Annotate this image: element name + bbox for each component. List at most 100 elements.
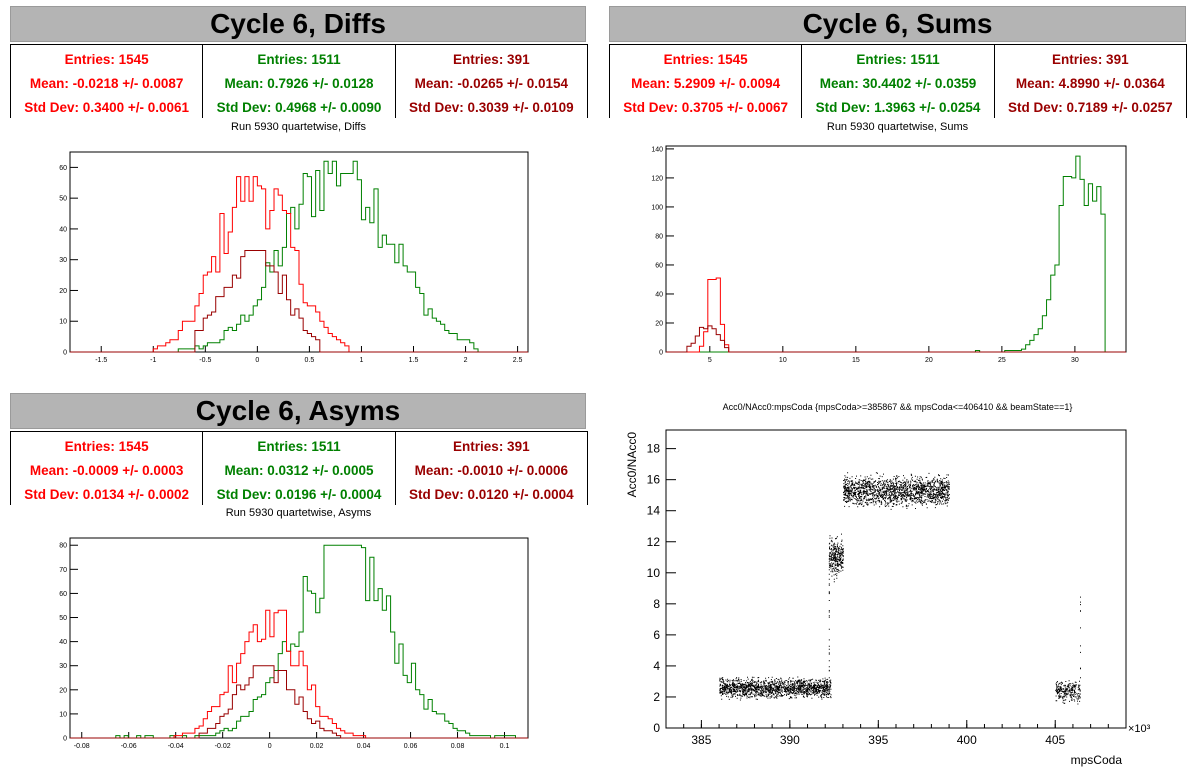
stat-mean: Mean: 4.8990 +/- 0.0364 [1015,76,1165,91]
y-tick-label: 60 [59,165,67,172]
y-tick-label: 0 [63,736,67,743]
histogram-series-0 [70,544,528,739]
x-tick-label: -0.08 [74,743,90,750]
asyms-histogram: -0.08 -0.06 -0.04 -0.02 0 0.02 0.04 0.06 0.08 0.1… [59,537,529,750]
stat-entries: Entries: 391 [453,52,530,67]
scatter-cluster-0 [719,676,832,701]
y-tick-label: 80 [59,543,67,550]
stat-std: Std Dev: 0.3705 +/- 0.0067 [623,100,789,115]
x-tick-label: 395 [868,733,888,747]
x-tick-label: 0 [255,357,259,364]
stat-entries: Entries: 1511 [257,52,341,67]
scatter-title: Acc0/NAcc0:mpsCoda {mpsCoda>=385867 && m… [722,402,1073,412]
y-tick-label: 10 [59,319,67,326]
y-tick-label: 50 [59,615,67,622]
diffs-title: Cycle 6, Diffs [10,6,586,42]
plot-frame [665,429,1127,729]
stat-entries: Entries: 391 [453,439,530,454]
x-tick-label: 25 [998,357,1006,364]
asyms-stats: Entries: 1545 Mean: -0.0009 +/- 0.0003 S… [10,431,588,505]
x-tick-label: 0.5 [305,357,315,364]
x-tick-label: 15 [852,357,860,364]
y-tick-label: 30 [59,663,67,670]
stat-mean: Mean: 0.7926 +/- 0.0128 [224,76,374,91]
stat-std: Std Dev: 0.0120 +/- 0.0004 [408,487,574,502]
y-tick-label: 10 [647,566,661,580]
y-tick-label: 40 [59,639,67,646]
histogram-series-2 [70,665,528,739]
x-tick-label: 20 [925,357,933,364]
scatter-outliers [828,558,1081,679]
sums-histogram: 5 10 15 20 25 30 0 20 40 60 80 100 120 140 [651,145,1127,364]
x-tick-label: 400 [957,733,977,747]
stat-mean: Mean: 5.2909 +/- 0.0094 [631,76,781,91]
x-tick-label: 10 [779,357,787,364]
x-tick-label: 0 [268,743,272,750]
x-tick-label: 0.02 [310,743,324,750]
y-tick-label: 20 [59,288,67,295]
y-tick-label: 80 [655,233,663,240]
y-tick-label: 10 [59,711,67,718]
y-tick-label: 20 [59,687,67,694]
stat-std: Std Dev: 0.0196 +/- 0.0004 [216,487,382,502]
scatter-cluster-3 [1055,680,1081,705]
asyms-title: Cycle 6, Asyms [10,393,586,429]
histogram-series-1 [666,277,1126,353]
x-exponent: ×10³ [1128,723,1151,735]
x-tick-label: 1 [360,357,364,364]
histogram-series-2 [666,325,1126,353]
y-tick-label: 0 [659,350,663,357]
stat-entries: Entries: 1545 [64,439,149,454]
x-tick-label: 385 [691,733,711,747]
scatter-cluster-1 [828,533,844,583]
stat-mean: Mean: 0.0312 +/- 0.0005 [224,463,374,478]
x-tick-label: 30 [1071,357,1079,364]
y-axis-label: Acc0/NAcc0 [625,432,639,498]
x-tick-label: 2.5 [513,357,523,364]
x-tick-label: 5 [708,357,712,364]
x-tick-label: 0.06 [404,743,418,750]
y-tick-label: 50 [59,196,67,203]
x-tick-label: -0.02 [215,743,231,750]
stat-mean: Mean: -0.0010 +/- 0.0006 [414,463,569,478]
stat-std: Std Dev: 1.3963 +/- 0.0254 [815,100,981,115]
diffs-histogram: -1.5 -1 -0.5 0 0.5 1 1.5 2 2.5 0 10 20 30 40 50 60 [59,151,529,364]
histogram-series-0 [70,160,528,353]
y-tick-label: 20 [655,320,663,327]
stat-mean: Mean: 30.4402 +/- 0.0359 [819,76,977,91]
y-tick-label: 0 [63,350,67,357]
y-tick-label: 18 [647,442,661,456]
x-tick-label: 0.08 [451,743,465,750]
asyms-stats-darkred: Entries: 391 Mean: -0.0010 +/- 0.0006 St… [394,431,588,505]
stat-entries: Entries: 391 [1052,52,1129,67]
stat-entries: Entries: 1545 [663,52,748,67]
x-tick-label: 0.1 [500,743,510,750]
y-tick-label: 40 [655,291,663,298]
sums-title: Cycle 6, Sums [609,6,1186,42]
y-tick-label: 2 [653,690,660,704]
sums-stats-green: Entries: 1511 Mean: 30.4402 +/- 0.0359 S… [801,44,995,118]
sums-stats-red: Entries: 1545 Mean: 5.2909 +/- 0.0094 St… [609,44,803,118]
x-tick-label: -0.04 [168,743,184,750]
asyms-stats-green: Entries: 1511 Mean: 0.0312 +/- 0.0005 St… [202,431,396,505]
y-tick-label: 6 [653,628,660,642]
asyms-stats-red: Entries: 1545 Mean: -0.0009 +/- 0.0003 S… [10,431,204,505]
scatter-cluster-2 [843,472,950,510]
diffs-stats-green: Entries: 1511 Mean: 0.7926 +/- 0.0128 St… [202,44,396,118]
plot-frame [665,145,1127,353]
stat-std: Std Dev: 0.7189 +/- 0.0257 [1007,100,1173,115]
x-tick-label: -1.5 [95,357,107,364]
plot-frame [69,537,529,739]
plot-frame [69,151,529,353]
stat-mean: Mean: -0.0265 +/- 0.0154 [414,76,569,91]
diffs-stats-red: Entries: 1545 Mean: -0.0218 +/- 0.0087 S… [10,44,204,118]
x-tick-label: 390 [780,733,800,747]
diffs-subtitle: Run 5930 quartetwise, Diffs [231,121,366,133]
diffs-stats: Entries: 1545 Mean: -0.0218 +/- 0.0087 S… [10,44,588,118]
y-tick-label: 40 [59,226,67,233]
x-tick-label: -0.5 [199,357,211,364]
y-tick-label: 0 [653,721,660,735]
asyms-subtitle: Run 5930 quartetwise, Asyms [225,507,372,519]
stat-entries: Entries: 1511 [856,52,940,67]
y-tick-label: 120 [651,175,663,182]
